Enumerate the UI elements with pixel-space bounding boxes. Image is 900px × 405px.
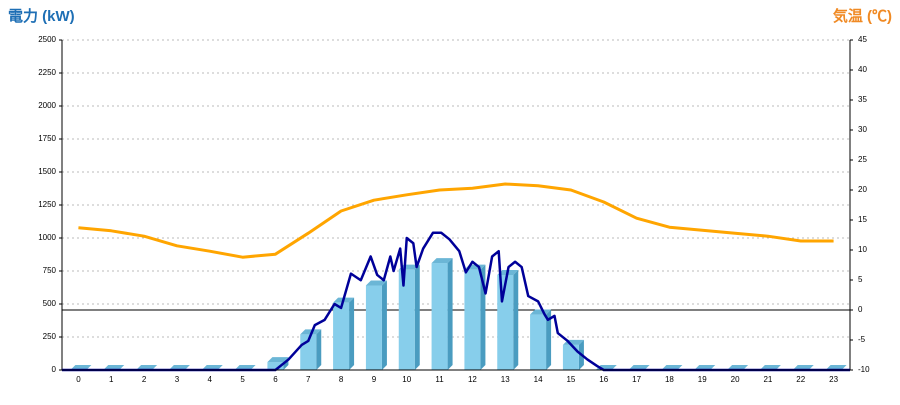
x-tick-label: 4 (208, 375, 213, 384)
y-tick-label: 750 (43, 266, 57, 275)
x-tick-label: 16 (599, 375, 608, 384)
bar-side (414, 264, 420, 370)
y2-tick-label: 15 (858, 215, 867, 224)
y2-tick-label: 40 (858, 65, 867, 74)
x-tick-label: 6 (273, 375, 278, 384)
x-tick-label: 13 (501, 375, 510, 384)
x-tick-label: 15 (566, 375, 575, 384)
bar-side (381, 280, 387, 370)
y2-tick-label: -10 (858, 365, 870, 374)
x-tick-label: 23 (829, 375, 838, 384)
y2-tick-label: 0 (858, 305, 863, 314)
bar-top (431, 258, 453, 264)
y-tick-label: 250 (43, 332, 57, 341)
y2-tick-label: 30 (858, 125, 867, 134)
y2-tick-label: 5 (858, 275, 863, 284)
x-tick-label: 22 (796, 375, 805, 384)
y2-tick-label: 45 (858, 35, 867, 44)
x-tick-label: 20 (731, 375, 740, 384)
bar-side (316, 329, 322, 370)
y-tick-label: 2000 (38, 101, 56, 110)
x-tick-label: 0 (76, 375, 81, 384)
y-tick-label: 0 (52, 365, 57, 374)
x-tick-label: 12 (468, 375, 477, 384)
x-tick-label: 3 (175, 375, 180, 384)
x-tick-label: 2 (142, 375, 147, 384)
y-tick-label: 1500 (38, 167, 56, 176)
x-tick-label: 10 (402, 375, 411, 384)
y2-tick-label: 25 (858, 155, 867, 164)
bar-top (267, 357, 289, 363)
bar (398, 269, 415, 370)
bar-side (349, 297, 355, 370)
y2-tick-label: 20 (858, 185, 867, 194)
bar (333, 302, 350, 370)
y-tick-label: 1750 (38, 134, 56, 143)
temperature-line (78, 182, 834, 259)
x-tick-label: 11 (435, 375, 444, 384)
y2-tick-label: 35 (858, 95, 867, 104)
x-tick-label: 9 (372, 375, 377, 384)
bar-side (546, 309, 552, 370)
bar (464, 269, 481, 370)
x-tick-label: 21 (763, 375, 772, 384)
y-tick-label: 2500 (38, 35, 56, 44)
x-tick-label: 5 (240, 375, 245, 384)
y2-axis-title: 気温 (℃) (833, 7, 892, 25)
bar (530, 314, 547, 370)
bar (562, 344, 579, 370)
y-tick-label: 500 (43, 299, 57, 308)
y-tick-label: 1250 (38, 200, 56, 209)
bar (267, 362, 284, 370)
x-tick-label: 1 (109, 375, 114, 384)
y-axis-title: 電力 (kW) (8, 7, 75, 25)
bar (431, 263, 448, 370)
y2-tick-label: -5 (858, 335, 866, 344)
bar (365, 285, 382, 370)
x-tick-label: 19 (698, 375, 707, 384)
power-line (62, 231, 850, 372)
bar-top (365, 280, 387, 286)
x-tick-label: 17 (632, 375, 641, 384)
bar-top (530, 309, 552, 315)
y-tick-label: 2250 (38, 68, 56, 77)
y2-tick-label: 10 (858, 245, 867, 254)
bar-side (447, 258, 453, 370)
x-tick-label: 8 (339, 375, 344, 384)
bar-side (513, 269, 519, 370)
x-tick-label: 14 (534, 375, 543, 384)
x-tick-label: 7 (306, 375, 311, 384)
y-tick-label: 1000 (38, 233, 56, 242)
x-tick-label: 18 (665, 375, 674, 384)
